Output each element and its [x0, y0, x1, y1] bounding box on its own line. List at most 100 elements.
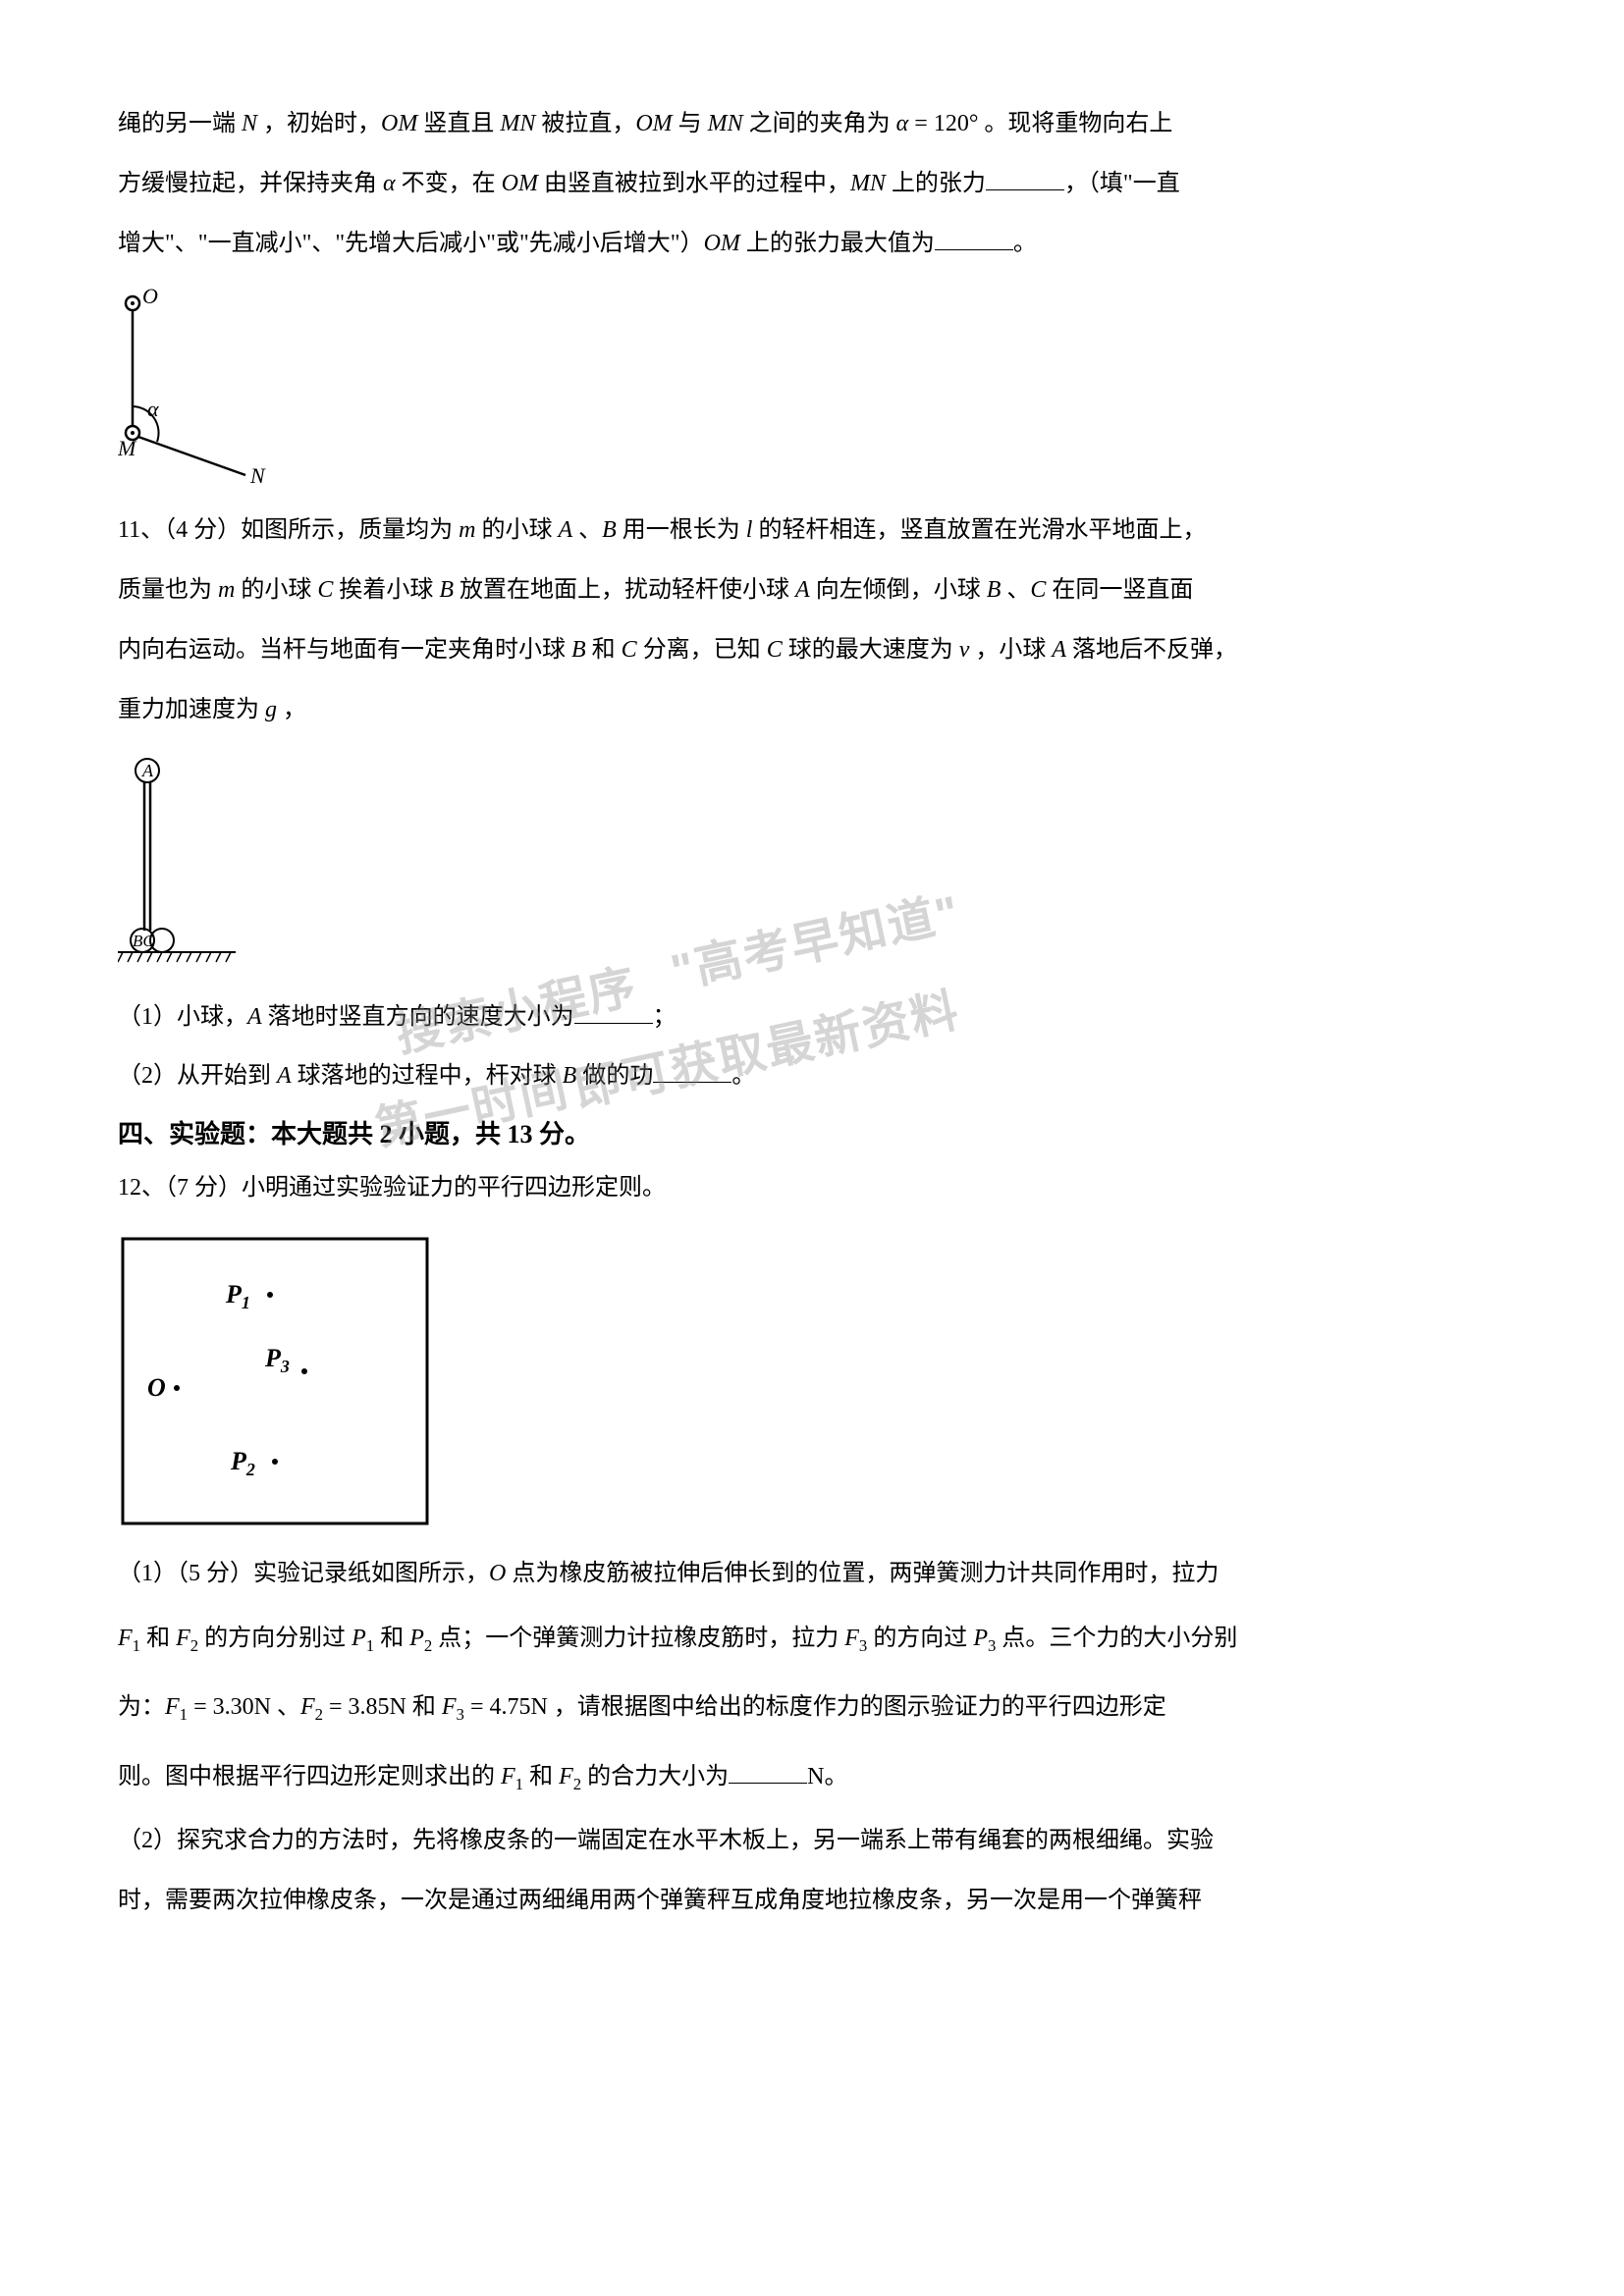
text: 11、（4 分）如图所示，质量均为	[118, 517, 459, 543]
var-OM: OM	[381, 111, 417, 136]
sub: 1	[133, 1636, 140, 1655]
var-v: v	[959, 637, 970, 663]
sub: 1	[180, 1705, 188, 1724]
text: ，请根据图中给出的标度作力的图示验证力的平行四边形定	[548, 1694, 1166, 1720]
text: = 3.30N	[188, 1694, 271, 1720]
var-N: N	[242, 111, 257, 136]
text: 上的张力最大值为	[740, 231, 935, 256]
text: 的合力大小为	[581, 1764, 729, 1789]
var-B: B	[602, 517, 617, 543]
text: 质量也为	[118, 577, 218, 603]
q11-text-line1: 11、（4 分）如图所示，质量均为 m 的小球 A 、B 用一根长为 l 的轻杆…	[118, 505, 1506, 557]
text: 。现将重物向右上	[978, 111, 1172, 136]
figure-10: O M N α	[118, 289, 1506, 485]
text: = 4.75N	[464, 1694, 548, 1720]
fig12-svg: P1 P3 O P2	[118, 1234, 432, 1528]
var-m: m	[218, 577, 235, 603]
text: 点。三个力的大小分别	[996, 1626, 1237, 1651]
text: 内向右运动。当杆与地面有一定夹角时小球	[118, 637, 571, 663]
blank-input	[935, 227, 1013, 250]
label-O: O	[142, 289, 158, 308]
text: 向左倾倒，小球	[810, 577, 987, 603]
var-B: B	[987, 577, 1001, 603]
q12-sub2-line2: 时，需要两次拉伸橡皮条，一次是通过两细绳用两个弹簧秤互成角度地拉橡皮条，另一次是…	[118, 1875, 1506, 1927]
text: 挨着小球	[333, 577, 439, 603]
sub: 2	[424, 1636, 432, 1655]
text: 点为橡皮筋被拉伸后伸长到的位置，两弹簧测力计共同作用时，拉力	[506, 1561, 1218, 1586]
fig10-svg: O M N α	[118, 289, 314, 485]
label-O: O	[147, 1373, 166, 1402]
text: 落地时竖直方向的速度大小为	[262, 1004, 574, 1030]
text: = 3.85N	[323, 1694, 406, 1720]
text: 之间的夹角为	[743, 111, 896, 136]
text: （1）小球，	[118, 1004, 247, 1030]
text: 。	[1013, 231, 1037, 256]
var-A: A	[247, 1004, 262, 1030]
text: 和	[406, 1694, 442, 1720]
blank-input	[986, 167, 1064, 190]
var-F3: F	[844, 1626, 859, 1651]
blank-input	[729, 1760, 807, 1784]
sub: 2	[573, 1774, 581, 1792]
sub: 1	[366, 1636, 374, 1655]
var-A: A	[795, 577, 810, 603]
var-P3: P	[973, 1626, 988, 1651]
var-OM: OM	[635, 111, 672, 136]
text: 和	[586, 637, 622, 663]
label-P2: P2	[230, 1447, 255, 1479]
sub: 2	[315, 1705, 323, 1724]
text: 的小球	[235, 577, 317, 603]
text: 的方向分别过	[198, 1626, 352, 1651]
text: 不变，在	[396, 171, 502, 196]
text: 放置在地面上，扰动轻杆使小球	[454, 577, 795, 603]
fig11-svg: A BC	[118, 756, 245, 972]
text: 、	[572, 517, 602, 543]
var-F3: F	[442, 1694, 457, 1720]
q12-sub1-line3: 为：F1 = 3.30N 、F2 = 3.85N 和 F3 = 4.75N ，请…	[118, 1677, 1506, 1737]
text: 上的张力	[886, 171, 986, 196]
q12-sub2-line1: （2）探究求合力的方法时，先将橡皮条的一端固定在水平木板上，另一端系上带有绳套的…	[118, 1815, 1506, 1867]
sub: 1	[515, 1774, 523, 1792]
text: 在同一竖直面	[1046, 577, 1193, 603]
label-P3: P3	[264, 1344, 290, 1376]
label-alpha: α	[147, 397, 159, 421]
text: 的小球	[475, 517, 558, 543]
text: 和	[140, 1626, 176, 1651]
var-alpha: α	[383, 171, 396, 196]
text: ，（填"一直	[1064, 171, 1180, 196]
var-P1: P	[352, 1626, 366, 1651]
var-MN: MN	[850, 171, 886, 196]
text: = 120°	[908, 111, 978, 136]
var-C: C	[1030, 577, 1046, 603]
text: 则。图中根据平行四边形定则求出的	[118, 1764, 501, 1789]
var-C: C	[622, 637, 637, 663]
text: 被拉直，	[535, 111, 635, 136]
text: 、	[1001, 577, 1030, 603]
var-F1: F	[118, 1626, 133, 1651]
label-BC: BC	[133, 932, 154, 950]
var-B: B	[439, 577, 454, 603]
text: 绳的另一端	[118, 111, 242, 136]
text: 重力加速度为	[118, 697, 265, 722]
text: N。	[807, 1764, 847, 1789]
sub: 2	[190, 1636, 198, 1655]
var-C: C	[317, 577, 333, 603]
label-P1: P1	[225, 1280, 250, 1312]
text: 做的功	[576, 1063, 653, 1089]
text: 用一根长为	[617, 517, 746, 543]
q10-text-line3: 增大"、"一直减小"、"先增大后减小"或"先减小后增大"）OM 上的张力最大值为…	[118, 218, 1506, 270]
text: 球的最大速度为	[783, 637, 959, 663]
q11-sub1: （1）小球，A 落地时竖直方向的速度大小为 ；	[118, 991, 1506, 1043]
var-F2: F	[559, 1764, 573, 1789]
label-N: N	[249, 463, 266, 485]
text: ；	[653, 1004, 677, 1030]
var-MN: MN	[708, 111, 743, 136]
text: 方缓慢拉起，并保持夹角	[118, 171, 383, 196]
var-F1: F	[501, 1764, 515, 1789]
figure-12: P1 P3 O P2	[118, 1234, 1506, 1528]
label-A: A	[141, 761, 154, 780]
q10-text-line2: 方缓慢拉起，并保持夹角 α 不变，在 OM 由竖直被拉到水平的过程中，MN 上的…	[118, 158, 1506, 210]
blank-input	[653, 1059, 731, 1083]
text: 与	[673, 111, 708, 136]
q10-text-line1: 绳的另一端 N ，初始时，OM 竖直且 MN 被拉直，OM 与 MN 之间的夹角…	[118, 98, 1506, 150]
